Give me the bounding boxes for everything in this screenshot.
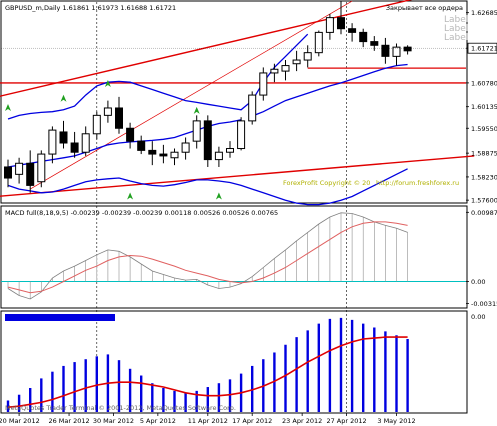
bollinger-upper-line: [7, 33, 309, 120]
candle-body-23: [259, 72, 268, 96]
osc-tick-label-0: 0.00: [471, 313, 485, 321]
candle-body-28: [314, 31, 323, 54]
osc-pane-frame: [0, 310, 468, 414]
fractal-arrow-4: [215, 192, 222, 200]
candle-body-35: [392, 46, 401, 57]
x-tick-label-8: 3 May 2012: [377, 417, 415, 425]
macd-tick-label-1: 0.00: [471, 278, 485, 286]
macd-y-axis: 0.00987 0.00 -0.00315: [466, 209, 497, 308]
current-price-box: [467, 42, 497, 54]
watermark-left: ForexProfit Copyright © 20: [283, 179, 370, 187]
fractal-arrow-3: [193, 106, 200, 114]
candle-body-5: [59, 131, 68, 144]
x-tick-label-4: 11 Apr 2012: [188, 417, 228, 425]
candle-body-36: [403, 46, 412, 52]
channel-lower-line: [0, 155, 475, 197]
candle-body-31: [348, 28, 357, 33]
x-tick-label-7: 27 Apr 2012: [326, 417, 366, 425]
candle-body-20: [226, 148, 234, 153]
watermark-right: http://forum.freshforex.ru: [376, 179, 459, 187]
osc-title-bar: [5, 314, 115, 321]
candle-body-14: [159, 153, 168, 157]
x-tick-label-0: 20 Mar 2012: [0, 417, 40, 425]
x-tick-label-1: 26 Mar 2012: [48, 417, 89, 425]
candle-body-10: [115, 107, 123, 129]
candle-body-0: [4, 166, 12, 179]
candle-body-7: [81, 133, 90, 153]
candle-body-6: [70, 142, 79, 153]
bollinger-lower-line: [7, 168, 408, 206]
x-axis: 20 Mar 2012 26 Mar 2012 30 Mar 2012 5 Apr 2…: [0, 413, 416, 425]
price-tick-label-2: 1.60780: [471, 79, 497, 87]
price-tick-label-1: 1.61721: [471, 45, 497, 53]
candle-body-16: [181, 142, 190, 153]
osc-signal-line: [7, 336, 408, 408]
candle-body-29: [325, 17, 334, 33]
fractal-arrow-0: [5, 103, 11, 111]
candle-body-1: [15, 162, 24, 175]
macd-line: [7, 212, 408, 300]
osc-copyright: MetaQuotes Trader Terminal © 2001-2012, …: [5, 404, 236, 412]
x-tick-label-2: 30 Mar 2012: [93, 417, 134, 425]
candle-body-32: [359, 31, 368, 43]
candle-body-19: [214, 151, 223, 161]
x-tick-label-3: 5 Apr 2012: [140, 417, 176, 425]
candle-body-33: [370, 41, 379, 46]
candle-body-30: [337, 17, 345, 30]
channel-diagonal-line: [30, 0, 353, 190]
candle-body-26: [292, 59, 301, 65]
candle-body-4: [48, 129, 57, 155]
price-tick-label-5: 1.58875: [471, 150, 497, 158]
candle-body-3: [37, 153, 46, 183]
bollinger-middle-line-left: [7, 119, 242, 168]
candle-body-12: [137, 140, 146, 151]
macd-signal-line: [7, 221, 408, 294]
price-tick-label-4: 1.59550: [471, 125, 497, 133]
candle-body-17: [192, 120, 201, 142]
close-all-label[interactable]: Закрывает все ордера: [386, 4, 463, 12]
candle-body-15: [170, 151, 179, 159]
price-tick-label-7: 1.57600: [471, 197, 497, 205]
macd-tick-label-2: -0.00315: [471, 300, 497, 308]
candle-body-9: [103, 107, 112, 116]
osc-series: [6, 317, 409, 412]
price-tick-label-6: 1.58230: [471, 173, 497, 181]
fractal-arrow-2: [104, 80, 111, 88]
x-tick-label-5: 17 Apr 2012: [232, 417, 272, 425]
candle-body-21: [237, 120, 246, 150]
channel-upper-line: [0, 0, 413, 97]
candle-body-22: [248, 94, 257, 122]
price-pane-frame: [0, 0, 468, 204]
candle-body-34: [381, 44, 390, 57]
fractal-arrow-5: [127, 192, 134, 200]
candle-body-8: [92, 114, 101, 135]
price-chart-title: GBPUSD_m,Daily 1.61861 1.61973 1.61688 1…: [5, 4, 176, 12]
macd-title: MACD full(8,18,9,5) -0.00239 -0.00239 -0…: [5, 209, 278, 217]
label-stack-3: Label: [444, 33, 468, 43]
candle-body-2: [26, 162, 35, 186]
price-indicators: [0, 0, 475, 206]
macd-tick-label-0: 0.00987: [471, 209, 497, 217]
macd-series: [1, 212, 466, 300]
osc-y-axis: 0.00: [471, 313, 485, 321]
label-stack-2: Label: [444, 24, 468, 34]
price-tick-label-3: 1.60135: [471, 103, 497, 111]
macd-pane-frame: [0, 205, 468, 309]
candle-body-13: [148, 149, 157, 155]
price-tick-label-0: 1.62685: [471, 9, 497, 17]
candle-body-27: [303, 52, 312, 61]
x-tick-label-6: 23 Apr 2012: [282, 417, 322, 425]
candle-body-11: [126, 127, 135, 142]
bollinger-middle-line: [251, 63, 408, 117]
fractal-arrow-1: [60, 94, 67, 102]
label-stack-1: Label: [444, 15, 468, 25]
candle-body-25: [281, 65, 290, 72]
price-y-axis: 1.62685 1.61721 1.60780 1.60135 1.59550 1.588…: [1, 9, 497, 205]
candle-body-24: [270, 68, 279, 74]
candle-body-18: [203, 120, 212, 161]
candles: [4, 1, 412, 193]
